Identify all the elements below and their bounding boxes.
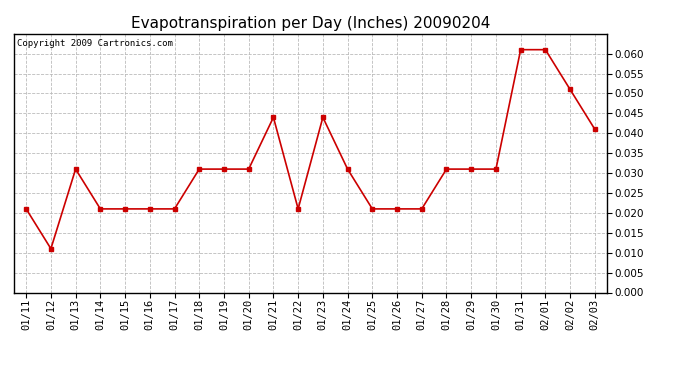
Text: Copyright 2009 Cartronics.com: Copyright 2009 Cartronics.com (17, 39, 172, 48)
Title: Evapotranspiration per Day (Inches) 20090204: Evapotranspiration per Day (Inches) 2009… (131, 16, 490, 31)
